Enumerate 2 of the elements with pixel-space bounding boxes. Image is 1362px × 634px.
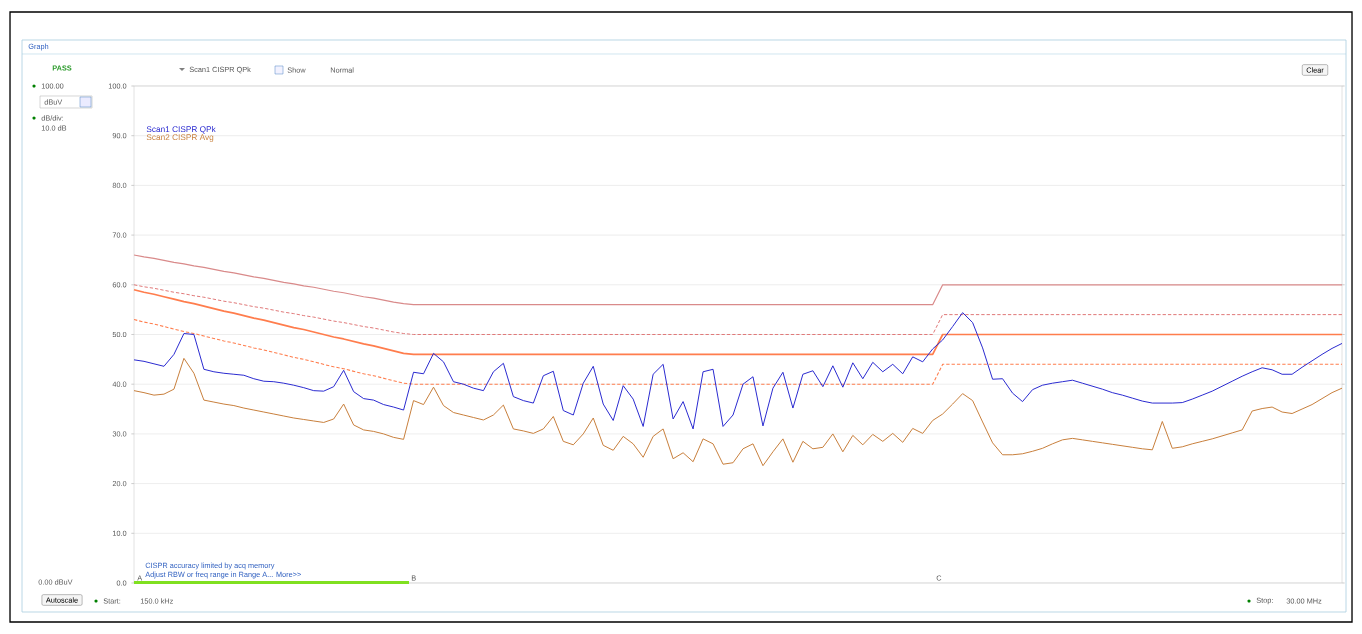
text: Scan1 CISPR QPk (146, 126, 216, 134)
text: Scan2 CISPR Avg (146, 134, 214, 142)
